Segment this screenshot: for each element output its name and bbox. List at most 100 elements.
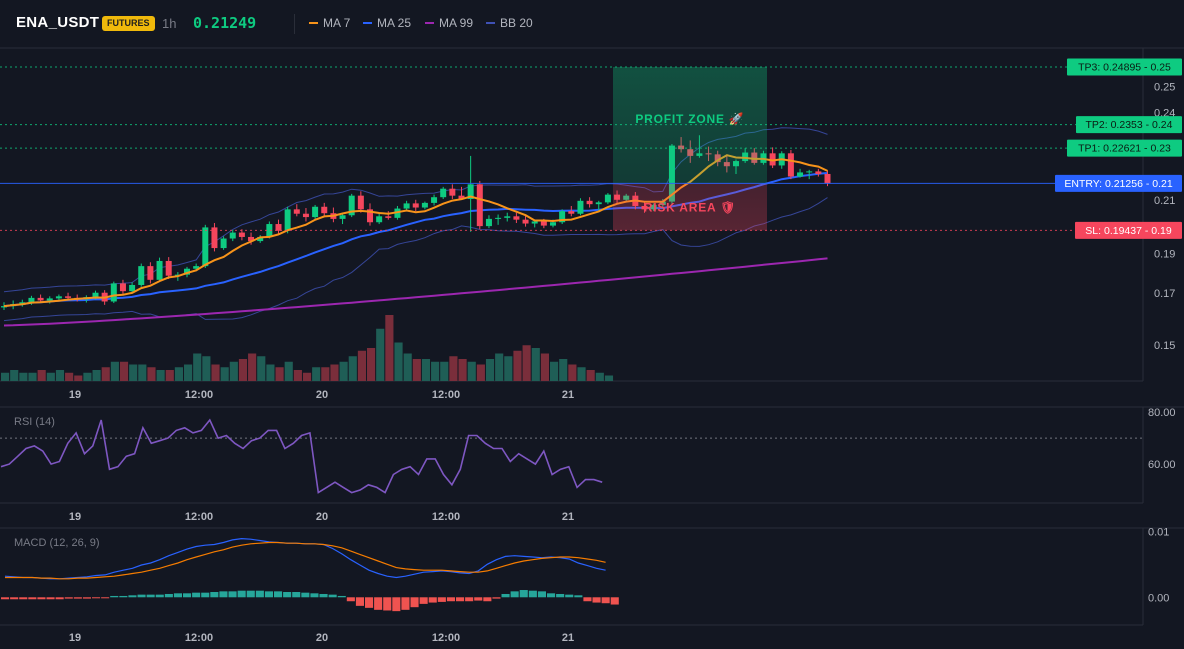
macd-histogram-bar: [301, 592, 310, 598]
volume-bar: [559, 359, 568, 381]
price-x-tick-label: 12:00: [432, 389, 460, 401]
volume-bar: [284, 361, 293, 381]
rsi-x-tick-label: 12:00: [185, 511, 213, 523]
candle-body: [138, 266, 145, 285]
legend-ma25-swatch: [363, 21, 372, 24]
macd-histogram-bar: [110, 595, 119, 598]
macd-histogram-bar: [46, 597, 55, 600]
macd-histogram-bar: [10, 597, 19, 600]
macd-signal-line: [5, 541, 606, 580]
macd-histogram-bar: [374, 597, 383, 610]
macd-histogram-bar: [519, 590, 528, 598]
level-tag-entry: [1055, 174, 1182, 192]
level-tag-sl: [1075, 221, 1182, 239]
candle-body: [55, 296, 62, 299]
volume-bar: [220, 367, 229, 381]
volume-bar: [229, 361, 238, 381]
candle-body: [440, 188, 447, 198]
volume-bar: [257, 356, 266, 381]
macd-histogram-bar: [237, 590, 246, 598]
volume-bar: [266, 364, 275, 381]
volume-bar: [202, 356, 211, 381]
legend-ma99-swatch: [425, 21, 434, 24]
candle-body: [193, 266, 200, 269]
volume-bar: [595, 372, 604, 381]
macd-y-tick-label: 0.00: [1148, 592, 1169, 604]
candle-body: [348, 195, 355, 216]
volume-bar: [92, 370, 101, 381]
macd-histogram-bar: [82, 597, 91, 599]
chart-header: ENA_USDT FUTURES 1h 0.21249 MA 7 MA 25 M…: [0, 0, 1184, 48]
volume-bar: [412, 359, 421, 381]
candle-body: [229, 232, 236, 239]
timeframe-label[interactable]: 1h: [162, 16, 177, 31]
candle-body: [568, 211, 575, 214]
volume-bar: [485, 359, 495, 381]
candle-body: [586, 200, 593, 205]
candle-body: [412, 203, 419, 208]
candle-body: [476, 184, 483, 227]
price-x-tick-label: 21: [562, 389, 574, 401]
candle-body: [37, 297, 44, 301]
level-tag-text-tp2: TP2: 0.2353 - 0.24: [1086, 119, 1173, 131]
volume-bar: [586, 370, 595, 381]
volume-bar: [238, 359, 248, 381]
volume-bar: [1, 372, 10, 381]
level-tag-text-tp3: TP3: 0.24895 - 0.25: [1078, 62, 1171, 74]
macd-histogram-bar: [55, 597, 64, 600]
legend-ma99[interactable]: MA 99: [425, 16, 473, 30]
macd-histogram-bar: [310, 593, 319, 598]
volume-bar: [357, 350, 366, 381]
volume-bar: [531, 348, 540, 381]
legend-ma25[interactable]: MA 25: [363, 16, 411, 30]
macd-histogram-bar: [19, 597, 28, 600]
symbol-name[interactable]: ENA_USDT: [16, 14, 100, 31]
legend-bb20[interactable]: BB 20: [486, 16, 533, 30]
price-x-tick-label: 12:00: [185, 389, 213, 401]
candle-body: [321, 206, 328, 214]
candle-body: [595, 202, 602, 205]
candle-body: [485, 218, 492, 227]
candle-body: [266, 224, 273, 237]
volume-bar: [138, 364, 147, 381]
volume-bar: [184, 364, 193, 381]
volume-bar: [37, 370, 46, 381]
candle-body: [824, 173, 831, 184]
macd-histogram-bar: [164, 593, 173, 598]
macd-histogram-bar: [556, 593, 565, 598]
macd-histogram-bar: [119, 595, 128, 598]
candle-body: [421, 202, 428, 208]
bb-lower-line: [3, 197, 828, 322]
macd-histogram-bar: [437, 597, 446, 602]
rsi-y-tick-label: 60.00: [1148, 459, 1176, 471]
legend-ma7[interactable]: MA 7: [309, 16, 350, 30]
legend-ma7-swatch: [309, 21, 318, 24]
macd-histogram-bar: [319, 593, 328, 598]
candle-body: [367, 209, 373, 223]
volume-bar: [568, 364, 577, 381]
candle-body: [211, 227, 218, 249]
candle-body: [65, 296, 72, 298]
macd-histogram-bar: [192, 592, 201, 598]
volume-bar: [604, 375, 614, 381]
macd-histogram-bar: [392, 597, 401, 612]
macd-histogram-bar: [219, 591, 228, 598]
price-y-tick-label: 0.21: [1154, 195, 1175, 207]
volume-bar: [19, 372, 28, 381]
price-y-tick-label: 0.25: [1154, 82, 1175, 94]
futures-badge: FUTURES: [102, 16, 155, 31]
macd-histogram-bar: [401, 597, 410, 610]
macd-histogram-bar: [492, 597, 501, 599]
price-y-tick-label: 0.19: [1154, 249, 1175, 261]
macd-histogram-bar: [101, 597, 110, 599]
volume-bar: [476, 364, 485, 381]
macd-histogram-bar: [128, 595, 137, 598]
profit-zone-label: PROFIT ZONE 🚀: [635, 112, 744, 126]
candle-body: [513, 216, 520, 220]
macd-histogram-bar: [483, 597, 492, 602]
volume-bar: [449, 356, 458, 381]
macd-histogram-bar: [565, 594, 574, 598]
volume-bar: [385, 315, 394, 381]
candle-body: [147, 266, 154, 280]
